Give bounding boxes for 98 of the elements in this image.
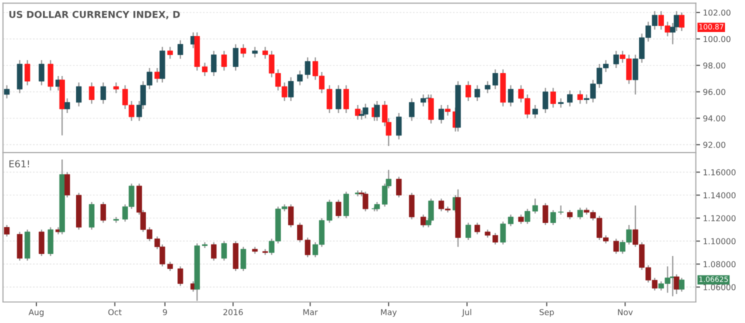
x-tick-label: 2016	[223, 309, 243, 316]
candlestick	[474, 84, 480, 102]
candlestick	[524, 208, 530, 224]
candlestick	[678, 12, 684, 32]
candlestick	[567, 209, 573, 220]
candlestick	[288, 76, 294, 102]
y-tick-label: 100.00	[704, 36, 730, 42]
candlestick	[24, 59, 30, 86]
text: US DOLLAR CURRENCY INDEX, D	[9, 10, 180, 20]
candlestick	[474, 222, 480, 235]
candlestick	[484, 80, 490, 94]
y-tick-label: 1.14000	[704, 192, 736, 198]
candlestick	[64, 98, 70, 114]
y-tick-label: 98.00	[703, 62, 726, 69]
candlestick	[221, 50, 227, 72]
candlestick	[374, 100, 380, 122]
candlestick	[4, 224, 10, 238]
y-tick-label: 1.16000	[704, 169, 736, 176]
candlestick	[113, 82, 119, 94]
x-tick-label: Sep	[540, 309, 554, 317]
candlestick	[288, 204, 294, 228]
y-tick-label: 1.12000	[704, 215, 736, 222]
candlestick	[252, 46, 258, 58]
candlestick	[550, 87, 556, 108]
y-tick-label: 94.00	[703, 115, 726, 122]
candlestick	[362, 103, 368, 119]
y-tick-label: 102.00	[704, 10, 730, 16]
candlestick	[558, 98, 564, 108]
candlestick	[178, 266, 184, 287]
candlestick	[444, 104, 451, 116]
candlestick	[532, 198, 538, 214]
text: E61!	[9, 160, 29, 168]
candlestick	[326, 199, 332, 224]
candlestick	[428, 198, 434, 224]
candlestick	[558, 204, 564, 216]
candlestick	[354, 104, 361, 120]
candlestick	[221, 240, 227, 262]
candlestick	[64, 172, 70, 198]
candlestick	[613, 50, 619, 69]
y-tick-label: 96.00	[703, 88, 726, 95]
candlestick	[178, 40, 184, 60]
candlestick	[48, 59, 54, 92]
y-tick-label: 1.08000	[704, 261, 736, 268]
candlestick	[567, 90, 573, 107]
candlestick	[167, 46, 173, 60]
candlestick	[38, 228, 44, 257]
candlestick	[211, 242, 217, 262]
candlestick	[542, 202, 548, 226]
candlestick	[408, 192, 415, 220]
y-tick-label: 92.00	[703, 142, 726, 148]
candlestick	[492, 232, 498, 246]
candlestick	[240, 246, 246, 272]
candlestick	[408, 98, 415, 122]
candlestick	[500, 220, 506, 246]
x-tick-label: Aug	[28, 309, 44, 317]
x-tick-label: Mar	[303, 309, 318, 316]
candlestick	[532, 104, 538, 119]
x-tick-label: Jul	[462, 308, 472, 317]
candlestick	[326, 84, 332, 114]
candlestick	[613, 238, 619, 254]
x-tick-label: Nov	[618, 309, 633, 316]
candlestick	[492, 68, 498, 90]
candlestick	[88, 82, 94, 104]
candlestick	[362, 191, 368, 212]
candlestick	[211, 50, 217, 77]
candlestick	[438, 104, 444, 124]
y-tick-label: 1.06000	[704, 284, 736, 290]
candlestick	[550, 209, 556, 226]
candlestick	[518, 214, 524, 224]
y-tick-label: 1.10000	[704, 238, 736, 244]
candlestick	[154, 67, 160, 84]
candlestick	[4, 84, 10, 100]
candlestick	[396, 176, 402, 198]
candlestick	[232, 44, 238, 72]
candlestick	[678, 277, 684, 292]
candlestick	[336, 84, 342, 114]
candlestick	[100, 82, 106, 104]
candlestick	[508, 84, 514, 107]
candlestick	[542, 87, 548, 114]
candlestick	[343, 84, 349, 114]
candlestick	[466, 80, 472, 102]
candlestick	[38, 59, 44, 86]
candlestick	[202, 62, 208, 77]
x-tick-label: May	[381, 309, 397, 317]
candlestick	[577, 90, 583, 104]
candlestick	[88, 201, 94, 230]
x-tick-label: 9	[162, 309, 167, 316]
candlestick	[336, 199, 342, 219]
candlestick	[396, 112, 402, 140]
candlestick	[508, 214, 514, 227]
candlestick	[76, 82, 82, 107]
candlestick	[240, 44, 246, 58]
candlestick	[577, 207, 583, 220]
candlestick	[420, 214, 426, 228]
candlestick	[466, 222, 472, 241]
x-tick-label: Oct	[108, 309, 122, 316]
candlestick	[343, 191, 349, 219]
candlestick	[100, 201, 106, 224]
